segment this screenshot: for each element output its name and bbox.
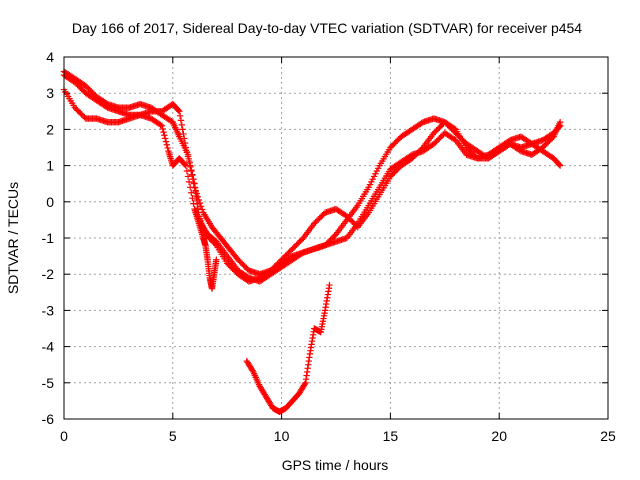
y-tick-label: -1 xyxy=(42,230,55,246)
data-point xyxy=(176,108,183,115)
plot-frame xyxy=(63,56,609,420)
x-tick-label: 5 xyxy=(169,428,177,444)
y-tick-label: -2 xyxy=(42,266,55,282)
data-point xyxy=(190,180,197,187)
data-point xyxy=(185,155,193,163)
y-tick-label: -3 xyxy=(42,302,55,318)
data-point xyxy=(161,135,169,142)
series-track-e xyxy=(191,205,220,292)
data-point xyxy=(182,162,190,169)
data-point xyxy=(186,159,193,167)
data-point xyxy=(213,256,220,263)
y-tick-label: 1 xyxy=(46,158,54,174)
y-tick-label: 2 xyxy=(46,121,54,137)
chart-title: Day 166 of 2017, Sidereal Day-to-day VTE… xyxy=(72,20,582,36)
data-point xyxy=(193,190,200,197)
data-point xyxy=(162,138,170,145)
x-tick-label: 20 xyxy=(491,428,507,444)
y-tick-label: 0 xyxy=(46,194,54,210)
data-point xyxy=(176,112,184,120)
x-tick-label: 25 xyxy=(600,428,616,444)
data-point xyxy=(157,121,164,129)
data-point xyxy=(187,163,194,171)
x-tick-label: 15 xyxy=(383,428,399,444)
data-point xyxy=(188,189,195,196)
data-point xyxy=(189,175,197,183)
data-point xyxy=(188,167,195,175)
x-axis-label: GPS time / hours xyxy=(282,457,389,473)
data-point xyxy=(191,184,198,191)
y-tick-labels: -6 -5 -4 -3 -2 -1 0 1 2 3 4 xyxy=(42,49,55,427)
data-point xyxy=(198,206,206,213)
data-point xyxy=(163,141,171,148)
data-point xyxy=(177,117,185,124)
series-track-c xyxy=(60,68,564,278)
data-point xyxy=(188,171,196,179)
data-point xyxy=(196,199,204,207)
x-tick-label: 10 xyxy=(274,428,290,444)
data-point xyxy=(181,161,189,168)
y-tick-label: 3 xyxy=(46,85,54,101)
x-tick-label: 0 xyxy=(60,428,68,444)
data-point xyxy=(158,122,166,129)
data-point xyxy=(197,203,205,210)
data-point xyxy=(179,126,186,133)
y-tick-label: -4 xyxy=(42,339,55,355)
data-point xyxy=(178,121,185,129)
data-point xyxy=(189,194,196,202)
data-point xyxy=(301,380,308,388)
data-point xyxy=(194,193,202,201)
grid-lines xyxy=(64,57,608,419)
data-point xyxy=(556,118,564,126)
y-tick-label: 4 xyxy=(46,49,54,65)
data-point xyxy=(326,281,333,289)
data-point xyxy=(159,125,166,133)
data-point xyxy=(556,161,563,168)
data-point xyxy=(190,200,197,207)
data-point xyxy=(175,107,182,114)
data-point xyxy=(185,178,193,186)
data-point xyxy=(164,144,171,152)
y-tick-label: -5 xyxy=(42,375,55,391)
y-axis-label: SDTVAR / TECUs xyxy=(5,182,21,294)
data-point xyxy=(180,130,187,138)
data-point xyxy=(184,151,192,158)
x-tick-labels: 0 5 10 15 20 25 xyxy=(60,428,616,444)
data-point xyxy=(192,187,199,194)
series-track-d xyxy=(243,281,333,415)
data-point xyxy=(161,132,168,139)
data-point xyxy=(184,173,192,180)
data-point xyxy=(556,162,564,169)
data-point xyxy=(160,128,167,136)
data-points xyxy=(60,68,564,415)
data-point xyxy=(195,196,203,204)
y-tick-label: -6 xyxy=(42,411,55,427)
